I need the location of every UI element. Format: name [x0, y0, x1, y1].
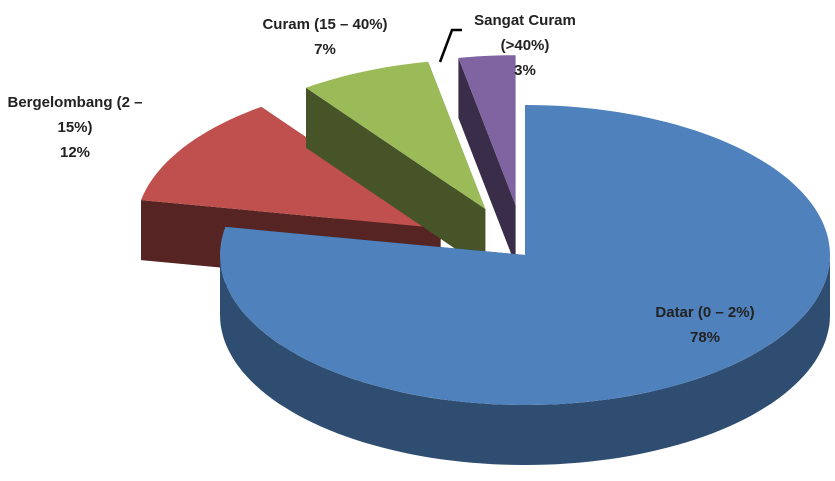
slice-label: Sangat Curam (>40%) 3%: [470, 8, 580, 83]
slices: [141, 55, 830, 465]
slice-label: Datar (0 – 2%) 78%: [620, 300, 790, 350]
value-label: 12%: [59, 144, 91, 161]
slice: [306, 61, 486, 210]
slice: [141, 106, 441, 229]
value-label: 78%: [689, 329, 721, 346]
slice: [458, 55, 516, 206]
category-label: Curam (15 – 40%): [262, 16, 388, 33]
slice-label: Bergelombang (2 – 15%) 12%: [0, 90, 150, 165]
category-label: Bergelombang (2 – 15%): [7, 94, 143, 136]
slice-wall: [458, 57, 516, 266]
slice-side: [220, 255, 830, 465]
value-label: 3%: [514, 62, 536, 79]
slice-label: Curam (15 – 40%) 7%: [240, 12, 410, 62]
value-label: 7%: [314, 41, 336, 58]
category-label: Datar (0 – 2%): [655, 304, 755, 321]
slice: [220, 105, 830, 405]
leader-line: [438, 28, 462, 63]
slice-wall: [306, 87, 486, 270]
category-label: Sangat Curam (>40%): [474, 12, 576, 54]
